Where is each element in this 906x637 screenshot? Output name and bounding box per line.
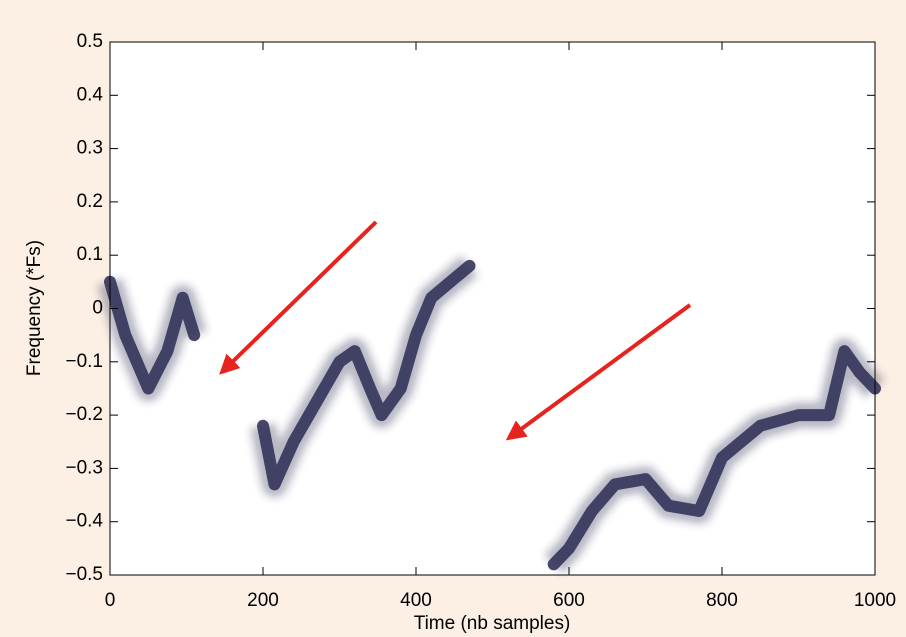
y-tick-label: 0	[92, 298, 103, 319]
y-tick-label: −0.1	[65, 351, 103, 372]
x-tick-label: 800	[706, 590, 738, 611]
arrow	[219, 220, 378, 375]
y-tick-label: 0.2	[77, 191, 103, 212]
y-tick-label: −0.4	[65, 511, 103, 532]
plot-area	[110, 42, 875, 575]
y-tick-label: 0.4	[77, 84, 104, 105]
y-axis-label: Frequency (*Fs)	[24, 240, 45, 376]
x-tick-label: 400	[400, 590, 432, 611]
y-tick-label: 0.1	[77, 244, 103, 265]
x-axis-label: Time (nb samples)	[414, 613, 571, 634]
x-tick-label: 0	[105, 590, 116, 611]
y-tick-label: 0.5	[77, 31, 103, 52]
y-tick-label: −0.5	[65, 564, 103, 585]
y-tick-label: 0.3	[77, 138, 103, 159]
ridge-line	[104, 259, 881, 571]
x-tick-label: 1000	[854, 590, 896, 611]
x-tick-label: 200	[247, 590, 279, 611]
x-tick-label: 600	[553, 590, 585, 611]
arrow	[505, 303, 692, 441]
y-tick-label: −0.3	[65, 457, 103, 478]
y-tick-label: −0.2	[65, 404, 103, 425]
